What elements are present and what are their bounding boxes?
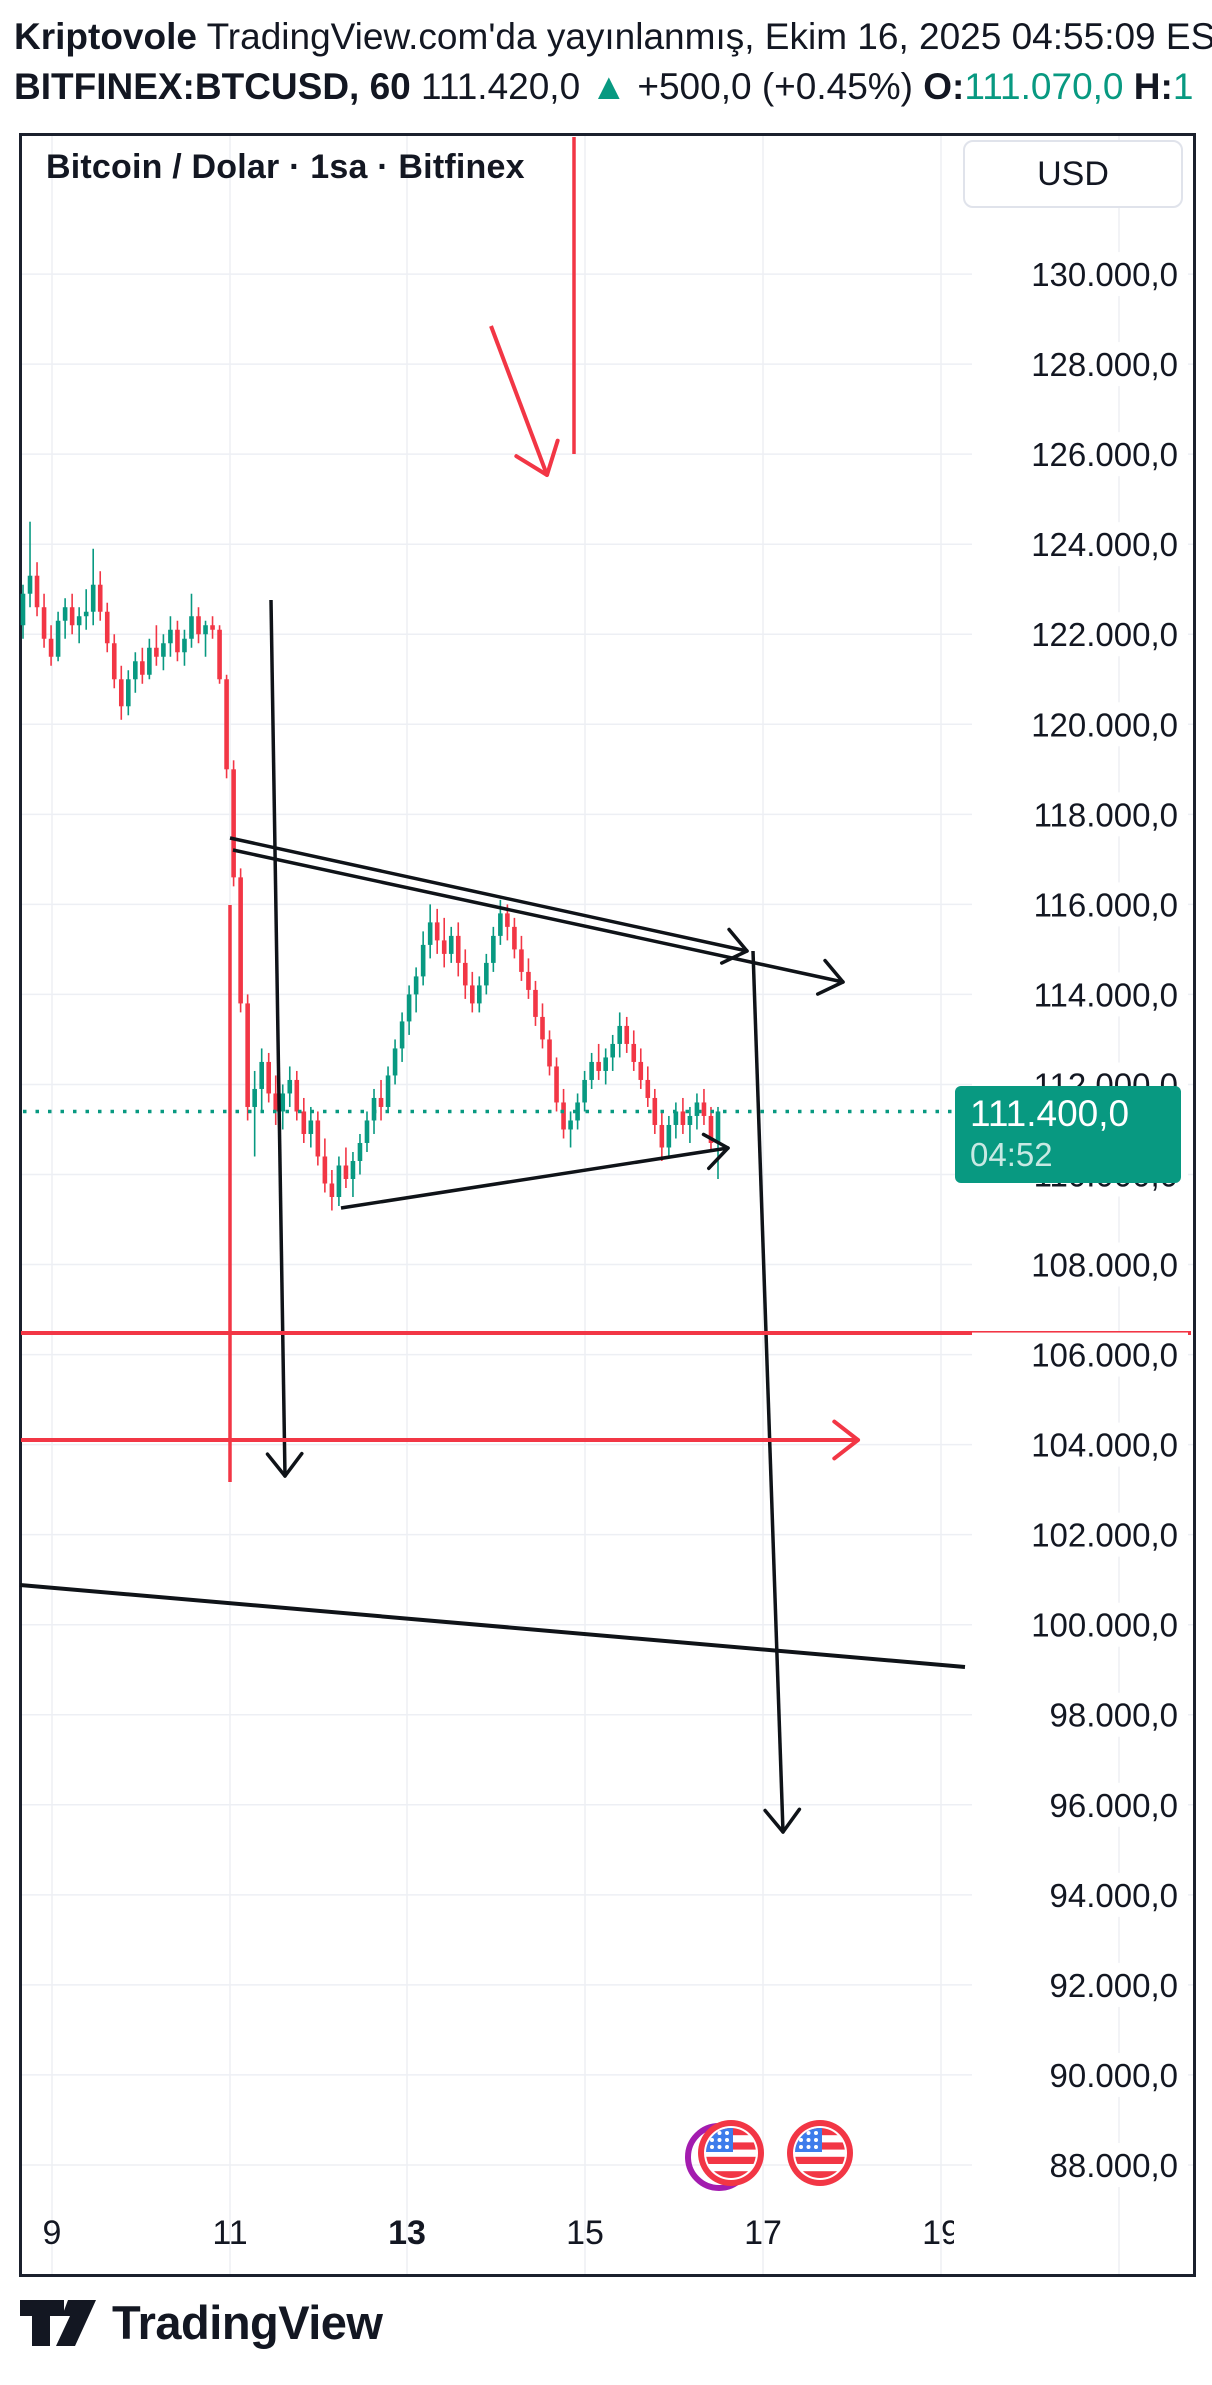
long-down-arrow-right — [751, 950, 785, 1833]
us-flag-icon[interactable] — [787, 2120, 853, 2186]
svg-text:98.000,0: 98.000,0 — [1050, 1697, 1178, 1734]
svg-text:128.000,0: 128.000,0 — [1031, 346, 1178, 383]
descending-support-line — [19, 1583, 966, 1669]
up-triangle-icon: ▲ — [590, 66, 628, 107]
svg-text:118.000,0: 118.000,0 — [1034, 796, 1178, 833]
lower-trendline-arrow — [340, 1146, 729, 1210]
svg-text:114.000,0: 114.000,0 — [1034, 976, 1178, 1013]
tradingview-glyph-icon — [20, 2300, 96, 2346]
svg-text:94.000,0: 94.000,0 — [1050, 1877, 1178, 1914]
svg-text:102.000,0: 102.000,0 — [1031, 1517, 1178, 1554]
symbol-info-line: BITFINEX:BTCUSD, 60 111.420,0 ▲ +500,0 (… — [14, 66, 1212, 108]
publish-header: Kriptovole TradingView.com'da yayınlanmı… — [14, 16, 1212, 58]
svg-text:88.000,0: 88.000,0 — [1050, 2147, 1178, 2184]
svg-text:90.000,0: 90.000,0 — [1050, 2057, 1178, 2094]
svg-text:13: 13 — [388, 2214, 426, 2252]
badge-countdown: 04:52 — [970, 1135, 1053, 1173]
chart-frame — [19, 133, 1196, 2277]
high-label: H: — [1133, 66, 1173, 107]
svg-text:122.000,0: 122.000,0 — [1031, 616, 1178, 653]
publish-info: TradingView.com'da yayınlanmış, Ekim 16,… — [196, 16, 1212, 57]
svg-text:120.000,0: 120.000,0 — [1031, 706, 1178, 743]
svg-text:130.000,0: 130.000,0 — [1031, 256, 1178, 293]
us-flag-icon[interactable] — [698, 2120, 764, 2186]
svg-text:19: 19 — [922, 2214, 960, 2252]
last-price: 111.420,0 — [421, 66, 581, 107]
time-axis[interactable]: 9 11 13 15 17 19 — [43, 2210, 998, 2256]
footer-brand-text: TradingView — [112, 2295, 383, 2349]
svg-text:100.000,0: 100.000,0 — [1031, 1607, 1178, 1644]
svg-text:108.000,0: 108.000,0 — [1031, 1247, 1178, 1284]
upper-trendline-arrow-2 — [232, 848, 844, 984]
svg-text:106.000,0: 106.000,0 — [1031, 1337, 1178, 1374]
badge-price: 111.400,0 — [970, 1093, 1130, 1134]
svg-text:96.000,0: 96.000,0 — [1050, 1787, 1178, 1824]
svg-text:104.000,0: 104.000,0 — [1031, 1427, 1178, 1464]
svg-text:124.000,0: 124.000,0 — [1031, 526, 1178, 563]
open-value: 111.070,0 — [964, 66, 1124, 107]
author-name: Kriptovole — [14, 16, 197, 57]
svg-text:15: 15 — [566, 2214, 604, 2252]
currency-usd-button[interactable]: USD — [963, 140, 1183, 208]
svg-text:116.000,0: 116.000,0 — [1034, 886, 1178, 923]
svg-text:17: 17 — [744, 2214, 782, 2252]
high-value: 1 — [1172, 66, 1194, 107]
svg-text:126.000,0: 126.000,0 — [1031, 436, 1178, 473]
related-symbols — [685, 2120, 853, 2191]
tradingview-logo[interactable]: TradingView — [18, 2294, 383, 2350]
svg-text:92.000,0: 92.000,0 — [1050, 1967, 1178, 2004]
red-down-arrow — [489, 325, 549, 476]
candles-layer — [20, 521, 721, 1211]
open-label: O: — [923, 66, 965, 107]
chart-title: Bitcoin / Dolar · 1sa · Bitfinex — [46, 148, 525, 186]
price-axis[interactable]: 130.000,0 128.000,0 126.000,0 124.000,0 122.… — [972, 252, 1188, 2187]
last-price-badge: 111.400,0 04:52 — [955, 1086, 1181, 1183]
svg-text:9: 9 — [43, 2214, 62, 2252]
svg-text:11: 11 — [212, 2214, 247, 2252]
symbol-name: BITFINEX:BTCUSD, 60 — [14, 66, 411, 107]
upper-trendline-arrow-1 — [229, 836, 748, 953]
price-change: +500,0 (+0.45%) — [637, 66, 913, 107]
long-down-arrow-left — [269, 599, 287, 1477]
